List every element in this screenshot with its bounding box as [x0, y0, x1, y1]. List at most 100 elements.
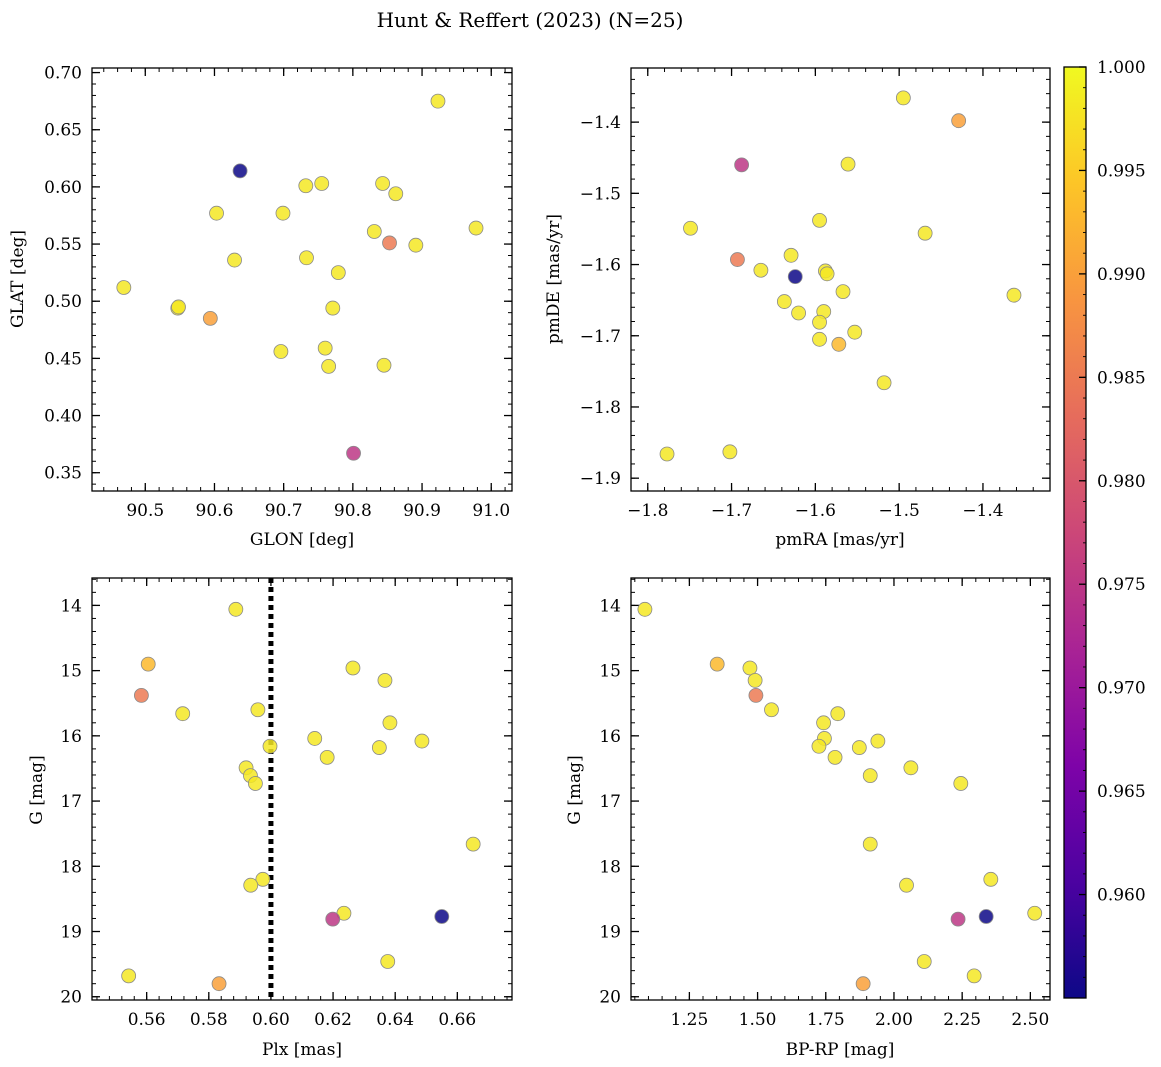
scatter-point	[299, 250, 314, 266]
x-axis-label: GLON [deg]	[250, 530, 354, 550]
scatter-point	[895, 90, 911, 106]
y-tick-label: 0.60	[44, 178, 82, 198]
colorbar-tick-label: 1.000	[1097, 58, 1146, 78]
scatter-point	[1006, 287, 1022, 303]
panel-pmra-pmde: pmRA [mas/yr] pmDE [mas/yr] −1.8 −1.7 −1.6…	[544, 67, 1051, 550]
scatter-point	[870, 733, 886, 749]
scatter-point	[133, 688, 149, 703]
scatter-point	[228, 601, 244, 617]
axes-frame	[630, 67, 1051, 492]
scatter-point	[764, 702, 779, 718]
y-axis-label: G [mag]	[565, 755, 585, 824]
y-tick-label: 17	[60, 792, 82, 812]
scatter-point	[325, 911, 341, 927]
y-axis-label: GLAT [deg]	[8, 230, 28, 328]
y-tick-label: 0.70	[44, 64, 82, 84]
scatter-point	[816, 715, 831, 731]
scatter-point	[273, 344, 289, 359]
y-tick-label: −1.7	[580, 327, 621, 347]
scatter-point	[465, 836, 481, 852]
x-tick-label: −1.6	[795, 501, 836, 521]
y-tick-label: 0.50	[44, 292, 82, 312]
x-tick-label: 0.58	[190, 1010, 228, 1030]
scatter-point	[747, 673, 763, 688]
x-tick-label: 91.0	[472, 501, 510, 521]
scatter-point	[325, 300, 341, 316]
scatter-point	[812, 212, 827, 228]
scatter-point	[330, 265, 346, 281]
scatter-point	[950, 911, 966, 927]
scatter-point	[317, 340, 333, 356]
y-axis-label: G [mag]	[27, 755, 47, 824]
colorbar: 0.960 0.965 0.970 0.975 0.980 0.985 0.990 0.995…	[1063, 58, 1146, 999]
scatter-point	[211, 976, 227, 992]
scatter-point	[835, 284, 851, 300]
scatter-point	[855, 976, 871, 992]
scatter-point	[171, 299, 186, 315]
x-tick-label: 1.50	[739, 1010, 777, 1030]
y-tick-label: 0.35	[44, 464, 82, 484]
x-tick-label: 90.8	[334, 501, 372, 521]
scatter-point	[983, 871, 999, 887]
scatter-point	[659, 446, 675, 462]
y-tick-label: 0.45	[44, 349, 82, 369]
y-tick-label: 0.65	[44, 121, 82, 141]
x-tick-label: 90.6	[196, 501, 234, 521]
x-tick-label: 2.50	[1011, 1010, 1049, 1030]
scatter-point	[812, 331, 827, 347]
x-tick-label: 0.56	[128, 1010, 166, 1030]
x-tick-label: 90.7	[265, 501, 303, 521]
x-tick-label: 2.25	[943, 1010, 981, 1030]
scatter-point	[371, 740, 387, 755]
scatter-point	[862, 836, 878, 852]
y-tick-label: 16	[599, 727, 621, 747]
scatter-point	[748, 688, 764, 703]
scatter-point	[298, 178, 314, 194]
scatter-point	[791, 305, 806, 321]
scatter-point	[827, 749, 843, 765]
scatter-point	[709, 656, 725, 672]
scatter-point	[847, 324, 863, 340]
x-tick-label: 1.75	[807, 1010, 845, 1030]
scatter-point	[319, 749, 335, 765]
y-tick-label: −1.5	[580, 184, 621, 204]
scatter-point	[1027, 905, 1043, 921]
figure-title: Hunt & Reffert (2023) (N=25)	[377, 8, 684, 32]
scatter-point	[202, 310, 218, 326]
x-tick-label: 90.9	[403, 501, 441, 521]
scatter-point	[899, 877, 914, 893]
y-tick-label: 14	[599, 596, 621, 616]
x-tick-label: 0.66	[438, 1010, 476, 1030]
scatter-point	[811, 738, 827, 754]
colorbar-tick-label: 0.960	[1097, 886, 1146, 906]
y-tick-label: 15	[599, 662, 621, 682]
scatter-point	[812, 314, 827, 330]
scatter-point	[121, 968, 137, 984]
scatter-point	[917, 225, 933, 241]
x-tick-label: 1.25	[670, 1010, 708, 1030]
scatter-point	[366, 224, 382, 239]
scatter-point	[307, 731, 323, 746]
scatter-point	[346, 445, 361, 461]
scatter-point	[380, 954, 396, 969]
colorbar-tick-label: 0.990	[1097, 265, 1146, 285]
x-axis-label: Plx [mas]	[262, 1040, 342, 1060]
y-tick-label: 16	[60, 727, 82, 747]
scatter-point	[314, 176, 330, 191]
scatter-point	[787, 269, 803, 285]
scatter-point	[637, 601, 653, 617]
scatter-point	[819, 266, 835, 282]
scatter-point	[345, 660, 361, 676]
x-axis-label: BP-RP [mag]	[786, 1040, 895, 1060]
y-tick-label: 18	[599, 857, 621, 877]
colorbar-tick-label: 0.975	[1097, 575, 1146, 595]
scatter-point	[140, 656, 156, 672]
x-tick-label: 2.00	[875, 1010, 913, 1030]
scatter-point	[468, 220, 484, 236]
colorbar-gradient	[1063, 66, 1087, 999]
x-tick-label: −1.7	[711, 501, 752, 521]
scatter-point	[321, 358, 337, 374]
y-tick-label: 19	[599, 923, 621, 943]
scatter-point	[862, 768, 878, 784]
